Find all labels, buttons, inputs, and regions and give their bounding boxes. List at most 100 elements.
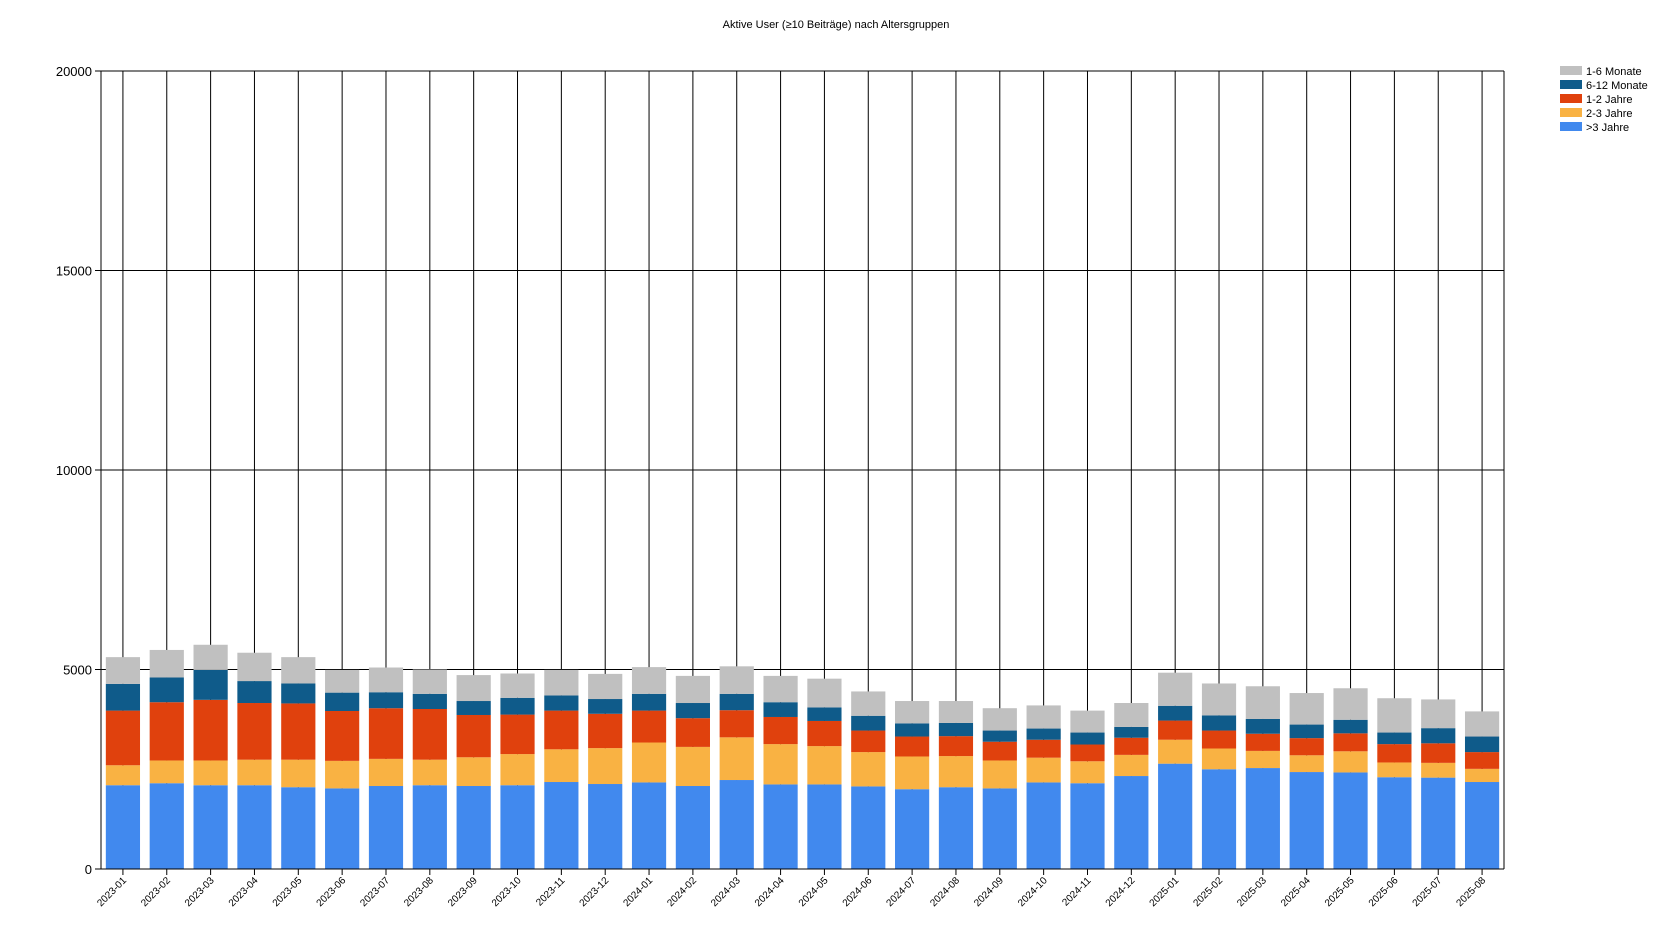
bar-segment bbox=[982, 708, 1017, 731]
bar-segment bbox=[895, 723, 930, 737]
bar-segment bbox=[1026, 739, 1061, 758]
bar-segment bbox=[500, 785, 535, 869]
bar-segment bbox=[1333, 772, 1368, 869]
bar-segment bbox=[938, 736, 974, 757]
bar-segment bbox=[456, 675, 491, 702]
bar-segment bbox=[1421, 728, 1456, 744]
bar-segment bbox=[1026, 728, 1061, 740]
bar-segment bbox=[544, 669, 579, 696]
bar-segment bbox=[368, 667, 404, 693]
bar-segment bbox=[1377, 744, 1412, 763]
bar-segment bbox=[1070, 732, 1105, 745]
legend-label: 1-2 Jahre bbox=[1586, 94, 1632, 106]
bar-segment bbox=[675, 746, 710, 787]
bar-segment bbox=[1070, 783, 1105, 869]
bar-segment bbox=[982, 788, 1017, 869]
bar-segment bbox=[544, 695, 579, 711]
bar-segment bbox=[675, 703, 710, 719]
bar-segment bbox=[1114, 726, 1149, 738]
legend-swatch bbox=[1560, 122, 1582, 131]
bar-segment bbox=[719, 710, 754, 738]
bar-segment bbox=[193, 669, 228, 700]
bar-segment bbox=[807, 746, 842, 785]
bar-segment bbox=[719, 693, 754, 711]
bar-segment bbox=[193, 785, 228, 869]
legend-swatch bbox=[1560, 108, 1582, 117]
bar-segment bbox=[675, 675, 710, 704]
bar-segment bbox=[675, 786, 710, 869]
legend-label: 1-6 Monate bbox=[1586, 66, 1642, 78]
bar-segment bbox=[895, 756, 930, 790]
bar-segment bbox=[193, 760, 228, 786]
bar-segment bbox=[1333, 719, 1368, 734]
bar-segment bbox=[1377, 762, 1412, 778]
bar-segment bbox=[325, 692, 360, 711]
bar-segment bbox=[1201, 769, 1237, 869]
bar-segment bbox=[1114, 737, 1149, 755]
bar-segment bbox=[1289, 772, 1324, 869]
bar-segment bbox=[938, 701, 974, 723]
bar-segment bbox=[807, 678, 842, 708]
bars-layer bbox=[105, 644, 1500, 869]
bar-segment bbox=[105, 785, 141, 869]
bar-segment bbox=[807, 784, 842, 869]
bar-segment bbox=[500, 673, 535, 698]
bar-segment bbox=[1464, 768, 1500, 783]
bar-segment bbox=[412, 669, 447, 694]
bar-segment bbox=[325, 669, 360, 693]
bar-segment bbox=[281, 683, 316, 704]
bar-segment bbox=[588, 784, 623, 869]
bar-segment bbox=[281, 657, 316, 684]
bar-segment bbox=[938, 756, 974, 788]
legend: 1-6 Monate 6-12 Monate 1-2 Jahre 2-3 Jahre >… bbox=[1560, 66, 1648, 134]
bar-segment bbox=[719, 666, 754, 694]
bar-segment bbox=[149, 702, 184, 761]
bar-segment bbox=[1377, 732, 1412, 745]
bar-segment bbox=[588, 699, 623, 714]
bar-segment bbox=[763, 716, 798, 745]
legend-swatch bbox=[1560, 80, 1582, 89]
bar-segment bbox=[412, 759, 447, 786]
bar-segment bbox=[1333, 751, 1368, 773]
bar-segment bbox=[631, 693, 667, 711]
bar-segment bbox=[1026, 705, 1061, 729]
bar-segment bbox=[237, 785, 272, 869]
bar-segment bbox=[895, 789, 930, 869]
legend-label: >3 Jahre bbox=[1586, 122, 1629, 134]
bar-segment bbox=[938, 722, 974, 737]
bar-segment bbox=[281, 703, 316, 760]
bar-segment bbox=[675, 718, 710, 747]
bar-segment bbox=[631, 742, 667, 783]
bar-segment bbox=[1026, 757, 1061, 783]
bar-segment bbox=[719, 737, 754, 781]
bar-segment bbox=[368, 786, 404, 869]
bar-segment bbox=[1070, 761, 1105, 784]
bar-segment bbox=[500, 714, 535, 755]
bar-segment bbox=[368, 708, 404, 759]
bar-segment bbox=[1245, 768, 1280, 869]
bar-segment bbox=[851, 730, 886, 753]
bar-segment bbox=[1201, 748, 1237, 770]
bar-segment bbox=[325, 788, 360, 869]
bar-segment bbox=[763, 675, 798, 703]
bar-segment bbox=[1421, 762, 1456, 778]
bar-segment bbox=[1158, 720, 1193, 740]
bar-segment bbox=[237, 703, 272, 760]
bar-segment bbox=[368, 758, 404, 787]
bar-segment bbox=[281, 787, 316, 869]
bar-segment bbox=[895, 736, 930, 757]
bar-segment bbox=[1158, 739, 1193, 764]
bar-segment bbox=[807, 720, 842, 747]
bar-segment bbox=[325, 710, 360, 761]
bar-segment bbox=[631, 667, 667, 694]
bar-segment bbox=[105, 683, 141, 711]
bar-segment bbox=[105, 765, 141, 786]
bar-segment bbox=[1333, 688, 1368, 720]
bar-segment bbox=[1333, 733, 1368, 752]
bar-segment bbox=[1245, 718, 1280, 734]
bar-segment bbox=[281, 759, 316, 788]
bar-segment bbox=[1377, 777, 1412, 869]
bar-segment bbox=[1070, 710, 1105, 733]
bar-segment bbox=[1114, 754, 1149, 777]
